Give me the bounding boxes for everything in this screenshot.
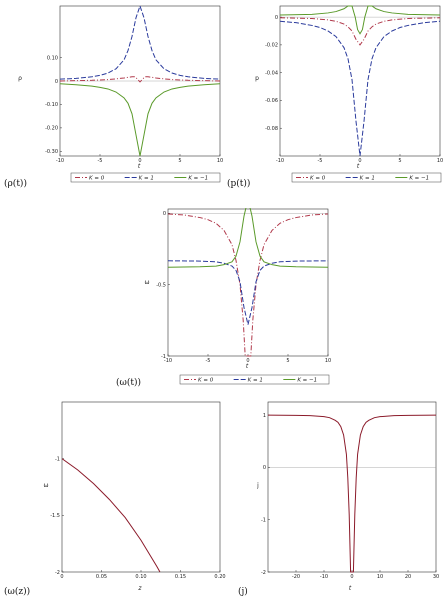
plot-frame <box>267 401 437 573</box>
x-axis-label: z <box>137 585 142 592</box>
legend-box <box>179 374 330 385</box>
y-tick-label: -2 <box>55 570 60 576</box>
y-tick-label: 0.10 <box>47 55 58 61</box>
panel-caption: (ρ(t)) <box>4 178 27 189</box>
chart-panel-1: -10 -5 0 5 10 0.10 0 -0.10 -0.20 -0.30 ρ t K = 0 K = … <box>4 5 223 189</box>
y-tick-label: -1 <box>161 354 166 360</box>
x-tick-label: -20 <box>292 574 300 580</box>
panel-caption: (j) <box>238 586 248 597</box>
y-tick-label: -0.08 <box>265 126 278 132</box>
y-tick-label: 0 <box>163 211 166 217</box>
x-tick-label: 20 <box>405 574 411 580</box>
x-tick-label: 0 <box>246 358 249 364</box>
x-tick-label: 0.05 <box>96 574 107 580</box>
y-tick-label: -1 <box>261 517 266 523</box>
y-tick-label: -0.02 <box>265 43 278 49</box>
x-tick-label: 5 <box>398 158 401 164</box>
x-tick-label: -5 <box>98 158 103 164</box>
y-axis-label: p <box>255 75 259 82</box>
x-tick-label: 10 <box>217 158 223 164</box>
y-tick-label: -0.06 <box>265 98 278 104</box>
x-tick-label: 5 <box>178 158 181 164</box>
x-tick-label: -10 <box>320 574 328 580</box>
x-tick-label: 0 <box>350 574 353 580</box>
y-axis-label: ω <box>144 279 149 286</box>
x-tick-label: 30 <box>433 574 439 580</box>
y-axis-label: j <box>256 482 259 489</box>
series-line-1 <box>62 458 161 573</box>
y-tick-label: 0 <box>263 465 266 471</box>
legend-box <box>70 172 221 183</box>
y-tick-label: -2 <box>261 570 266 576</box>
x-tick-label: -5 <box>318 158 323 164</box>
y-tick-label: -1 <box>55 456 60 462</box>
x-tick-label: 0 <box>60 574 63 580</box>
x-tick-label: -10 <box>276 158 284 164</box>
y-tick-label: -0.04 <box>265 70 278 76</box>
legend-label: K = 0 <box>89 176 105 182</box>
series-line-2 <box>280 20 440 157</box>
plot-frame <box>61 401 221 573</box>
y-tick-label: -1.5 <box>50 513 60 519</box>
x-tick-label: 10 <box>325 358 331 364</box>
y-tick-label: -0.20 <box>45 126 58 132</box>
series-line-1 <box>60 76 220 83</box>
chart-panel-2: -10 -5 0 5 10 0 -0.02 -0.04 -0.06 -0.08 p t K = 0 K =… <box>227 5 443 189</box>
panel-caption: (ω(z)) <box>4 586 30 597</box>
legend-label: K = −1 <box>188 176 208 182</box>
series-line-1 <box>168 213 328 357</box>
x-axis-label: t <box>246 363 249 370</box>
y-tick-label: 1 <box>263 413 266 419</box>
series-line-2 <box>60 5 220 80</box>
panel-caption: (p(t)) <box>227 178 250 189</box>
legend-label: K = 0 <box>310 176 326 182</box>
y-tick-label: -0.10 <box>45 102 58 108</box>
x-tick-label: 0.10 <box>135 574 146 580</box>
x-tick-label: -5 <box>206 358 211 364</box>
x-tick-label: 0.15 <box>175 574 186 580</box>
series-line-1 <box>280 17 440 46</box>
x-axis-label: t <box>349 585 352 592</box>
legend-label: K = 0 <box>198 378 214 384</box>
series-line-3 <box>280 5 440 35</box>
legend-label: K = 1 <box>139 176 154 182</box>
x-tick-label: 10 <box>437 158 443 164</box>
x-tick-label: 10 <box>377 574 383 580</box>
plot-frame <box>167 208 329 357</box>
legend-label: K = 1 <box>360 176 375 182</box>
legend-label: K = −1 <box>297 378 317 384</box>
series-line-2 <box>168 260 328 325</box>
x-tick-label: 0 <box>358 158 361 164</box>
x-axis-label: t <box>357 163 360 170</box>
x-tick-label: 0.20 <box>214 574 225 580</box>
y-axis-label: ω <box>43 482 48 489</box>
series-line-1 <box>268 414 436 573</box>
x-tick-label: -10 <box>56 158 64 164</box>
x-tick-label: 5 <box>286 358 289 364</box>
x-tick-label: 0 <box>138 158 141 164</box>
chart-panel-3: -10 -5 0 5 10 0 -0.5 -1 ω t K = 0 K = 1 K = −1 (ω(t)) <box>116 208 331 388</box>
chart-panel-4: 0 0.05 0.10 0.15 0.20 -1 -1.5 -2 ω z (ω(z)) <box>4 401 226 597</box>
legend-label: K = −1 <box>409 176 429 182</box>
series-line-3 <box>60 83 220 157</box>
y-axis-label: ρ <box>18 75 22 82</box>
plot-frame <box>279 5 441 157</box>
panel-caption: (ω(t)) <box>116 377 141 388</box>
y-tick-label: -0.5 <box>156 282 166 288</box>
legend-label: K = 1 <box>248 378 263 384</box>
legend-box <box>291 172 442 183</box>
series-line-3 <box>168 208 328 268</box>
x-tick-label: -10 <box>164 358 172 364</box>
x-axis-label: t <box>138 163 141 170</box>
y-tick-label: 0 <box>275 15 278 21</box>
y-tick-label: 0 <box>55 79 58 85</box>
y-tick-label: -0.30 <box>45 149 58 155</box>
